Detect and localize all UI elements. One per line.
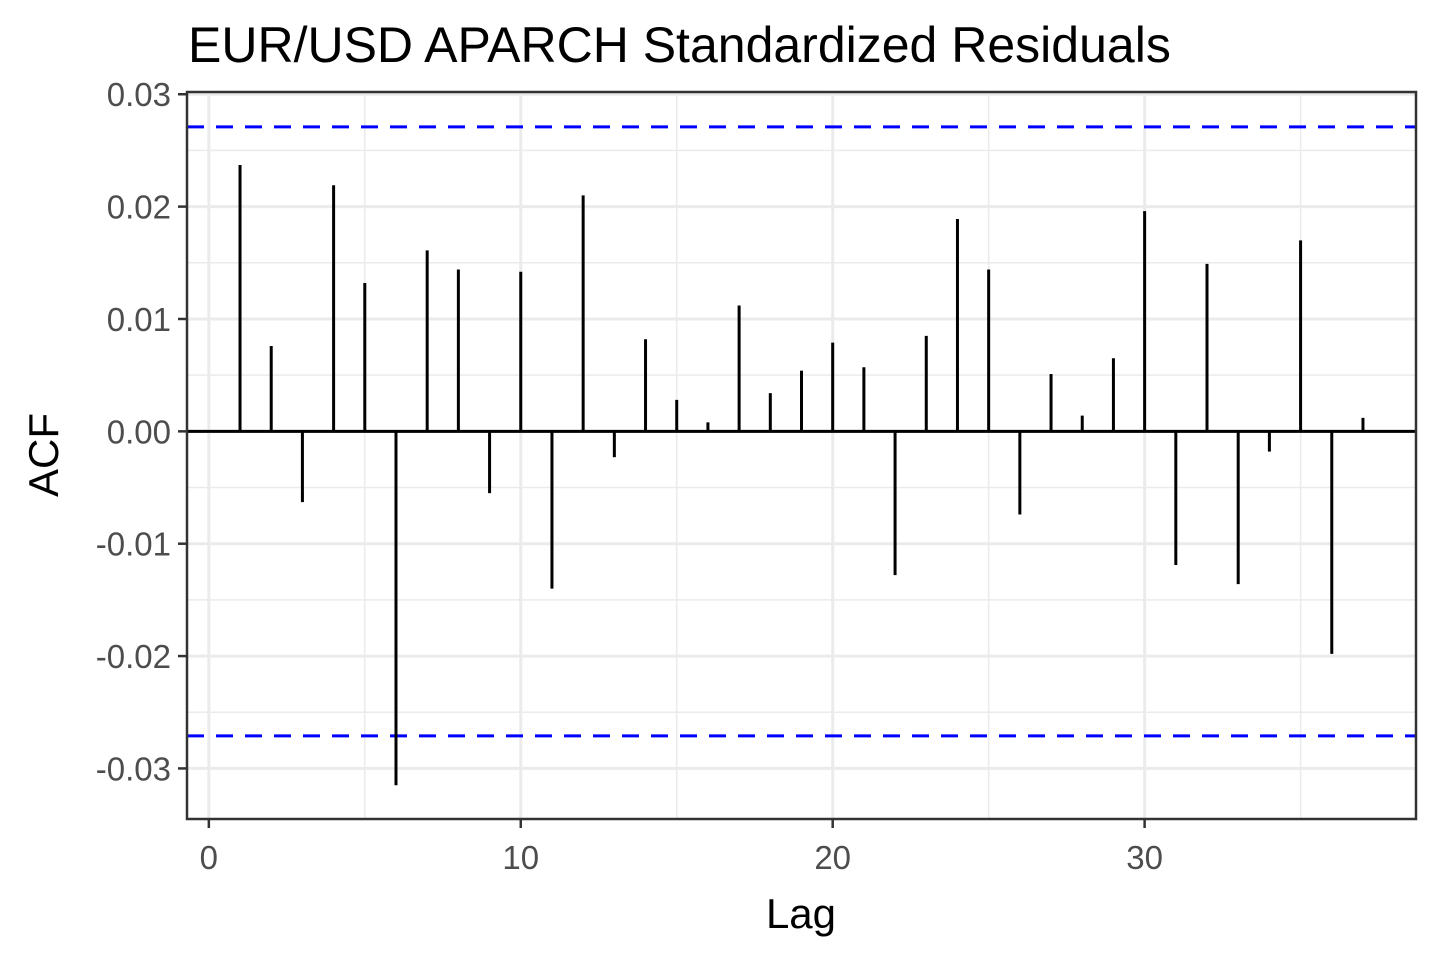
x-tick-label: 0 bbox=[200, 839, 218, 876]
x-tick-label: 10 bbox=[502, 839, 539, 876]
minor-gridlines bbox=[187, 92, 1416, 819]
panel-border bbox=[185, 90, 1418, 821]
x-axis: 0 10 20 30 bbox=[200, 819, 1163, 876]
y-tick-label: -0.01 bbox=[96, 526, 171, 563]
y-tick-label: 0.01 bbox=[107, 301, 171, 338]
y-tick-label: 0.00 bbox=[107, 413, 171, 450]
y-tick-label: 0.02 bbox=[107, 189, 171, 226]
chart-title: EUR/USD APARCH Standardized Residuals bbox=[188, 17, 1171, 73]
x-axis-label: Lag bbox=[766, 890, 836, 937]
x-tick-label: 30 bbox=[1126, 839, 1163, 876]
acf-bars bbox=[238, 165, 1365, 786]
y-tick-label: -0.02 bbox=[96, 638, 171, 675]
y-tick-label: 0.03 bbox=[107, 76, 171, 113]
y-axis: 0.03 0.02 0.01 0.00 -0.01 -0.02 -0.03 bbox=[96, 76, 187, 787]
y-tick-label: -0.03 bbox=[96, 750, 171, 787]
y-axis-label: ACF bbox=[20, 413, 67, 497]
confidence-bounds bbox=[187, 125, 1416, 738]
x-tick-label: 20 bbox=[814, 839, 851, 876]
major-gridlines bbox=[187, 92, 1416, 819]
